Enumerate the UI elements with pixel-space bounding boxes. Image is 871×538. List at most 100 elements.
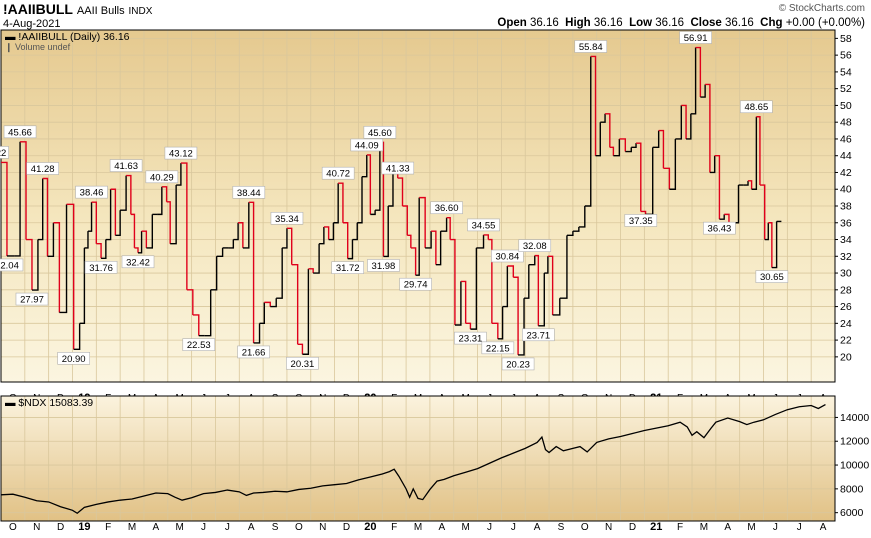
bulls-series-segment	[338, 182, 344, 223]
bulls-data-label-box	[430, 201, 463, 215]
bulls-series-segment	[619, 138, 627, 152]
bulls-series-segment	[415, 197, 420, 276]
bulls-series-segment	[141, 230, 148, 248]
bulls-y-tick-label: 22	[840, 335, 852, 347]
bulls-series-segment	[431, 230, 437, 265]
bulls-y-tick-label: 42	[840, 167, 852, 179]
bulls-series-segment	[66, 203, 75, 350]
bulls-y-tick-label: 44	[840, 150, 852, 162]
ndx-x-tick-label: S	[558, 522, 565, 533]
high-value: 36.16	[593, 17, 623, 29]
bulls-series-segment	[286, 227, 293, 265]
ndx-legend: ▬ $NDX 15083.39	[5, 397, 93, 409]
bulls-series-segment	[313, 243, 320, 274]
bulls-series-segment	[180, 162, 188, 290]
instrument-type: INDX	[128, 6, 153, 17]
bulls-data-label-box	[481, 341, 515, 355]
ndx-x-tick-label: A	[724, 522, 731, 533]
bulls-data-label-box	[755, 270, 789, 283]
bulls-data-label-box	[501, 357, 535, 371]
bulls-series-segment	[450, 238, 456, 326]
close-value: 36.16	[724, 17, 754, 29]
bulls-data-label-box	[286, 356, 319, 370]
bulls-data-label: 37.35	[629, 216, 653, 227]
ndx-x-tick-label: A	[534, 522, 541, 533]
high-label: High	[565, 17, 591, 29]
ndx-x-tick-label: N	[605, 522, 612, 533]
ohlc-readout: Open 36.16 High 36.16 Low 36.16 Close 36…	[497, 17, 865, 29]
bulls-y-tick-label: 28	[840, 284, 852, 296]
ndx-x-tick-label: M	[747, 522, 755, 533]
bulls-series-segment	[658, 129, 665, 169]
ndx-x-tick-label: D	[57, 522, 64, 533]
bulls-data-label-box	[740, 100, 773, 114]
bulls-y-tick-label: 30	[840, 268, 852, 280]
bulls-series-segment	[297, 343, 304, 355]
ndx-y-tick-label: 8000	[840, 483, 864, 495]
bulls-series-segment	[483, 234, 489, 240]
bulls-series-segment	[609, 146, 615, 156]
bulls-series-segment	[465, 322, 472, 330]
bulls-data-label: 45.66	[8, 127, 32, 138]
bulls-series-segment	[192, 314, 200, 336]
bulls-series-segment	[291, 263, 299, 345]
bulls-series-segment	[410, 247, 417, 276]
bulls-data-label-box	[75, 185, 108, 199]
bulls-series-segment	[276, 247, 283, 299]
bulls-series-segment	[91, 201, 98, 244]
bulls-data-label: 20.31	[291, 359, 315, 370]
bulls-frame	[0, 29, 836, 383]
bulls-data-label: 30.84	[495, 252, 519, 263]
bulls-data-label-box	[703, 221, 736, 235]
bulls-series-segment	[370, 210, 376, 216]
bulls-series-segment	[248, 201, 255, 343]
bulls-series-segment	[96, 243, 102, 259]
bulls-data-label-box	[0, 258, 24, 272]
bulls-series-segment	[347, 239, 354, 260]
bulls-series-segment	[425, 231, 432, 249]
bulls-series-segment	[419, 196, 426, 248]
ndx-x-tick-label: M	[128, 522, 136, 533]
ndx-x-tick-label: S	[272, 522, 279, 533]
bulls-data-label: 22.53	[187, 340, 211, 351]
bulls-y-tick-label: 40	[840, 184, 852, 196]
bulls-data-label: 30.65	[760, 272, 784, 283]
bulls-series-segment	[84, 231, 89, 249]
bulls-series-segment	[407, 234, 412, 248]
ndx-y-tick-label: 12000	[840, 436, 869, 448]
bulls-series-segment	[242, 202, 250, 249]
bulls-series-segment	[146, 214, 154, 249]
bulls-y-tick-label: 48	[840, 117, 852, 129]
bulls-series-segment	[491, 322, 499, 339]
bulls-series-segment	[264, 301, 271, 307]
bulls-series-segment	[186, 289, 194, 315]
bulls-data-label-box	[491, 249, 524, 263]
bulls-y-tick-label: 26	[840, 301, 852, 313]
bulls-series-segment	[446, 217, 451, 240]
bulls-series-segment	[751, 116, 758, 190]
bulls-series-segment	[20, 141, 27, 240]
bulls-series-segment	[328, 222, 335, 241]
bulls-series-segment	[636, 142, 642, 212]
symbol: !AAIIBULL	[3, 1, 73, 17]
bulls-series-segment	[613, 138, 621, 157]
bulls-series-segment	[502, 266, 509, 308]
bulls-data-label: 32.04	[0, 260, 19, 271]
bulls-data-label: 41.33	[386, 164, 410, 175]
bulls-data-label-box	[467, 218, 500, 232]
ndx-x-tick-label: M	[461, 522, 469, 533]
bulls-series-segment	[228, 239, 235, 249]
close-label: Close	[690, 17, 722, 29]
bulls-y-tick-label: 52	[840, 83, 852, 95]
bulls-data-label: 36.43	[708, 224, 732, 235]
bulls-series-segment	[357, 176, 363, 224]
bulls-series-segment	[302, 268, 310, 355]
ndx-x-tick-label: A	[820, 522, 827, 533]
bulls-data-label: 31.98	[372, 261, 396, 272]
bulls-series-segment	[352, 222, 358, 241]
bulls-series-segment	[759, 184, 766, 240]
bulls-series-segment	[690, 47, 697, 115]
bulls-data-label-box	[57, 352, 90, 365]
bulls-data-label: 32.08	[523, 241, 547, 252]
